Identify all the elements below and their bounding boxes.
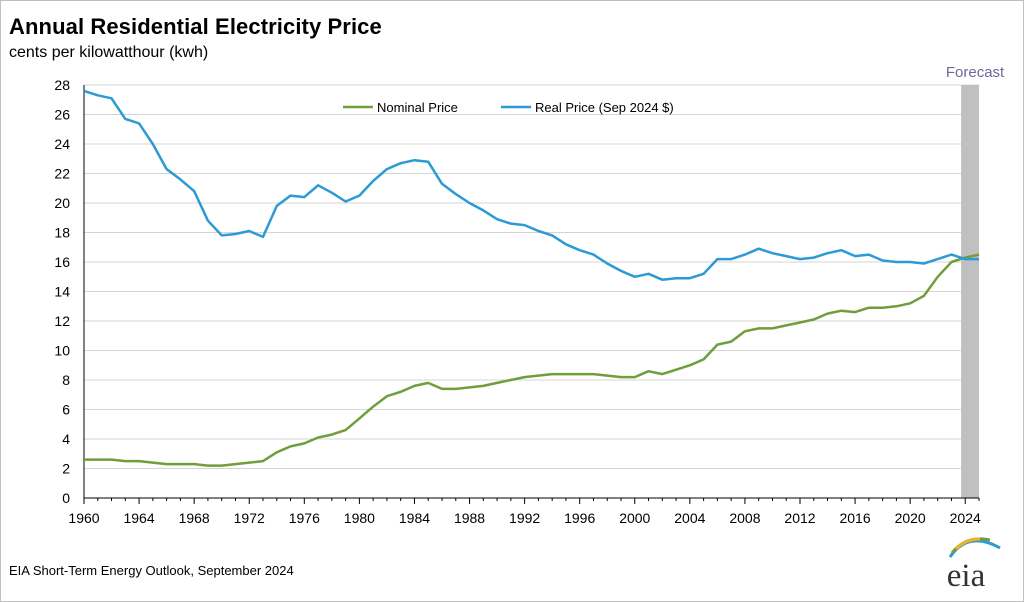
y-tick-label: 0: [62, 490, 70, 506]
eia-logo: eia: [947, 537, 1001, 594]
logo-wordmark: eia: [947, 558, 986, 594]
source-note: EIA Short-Term Energy Outlook, September…: [9, 563, 294, 578]
x-tick-label: 1980: [344, 510, 375, 526]
x-tick-label: 2016: [839, 510, 870, 526]
forecast-label: Forecast: [946, 64, 1005, 81]
y-tick-label: 10: [54, 343, 70, 359]
x-tick-label: 2008: [729, 510, 760, 526]
chart-title: Annual Residential Electricity Price: [9, 14, 382, 39]
y-tick-label: 16: [54, 254, 70, 270]
y-tick-label: 14: [54, 284, 70, 300]
series-line-real: [83, 89, 979, 281]
x-tick-labels: 1960 1964 1968 1972 1976 1980 1984 1988 1992 1996…: [68, 510, 981, 526]
y-tick-label: 24: [54, 136, 70, 152]
y-tick-label: 8: [62, 372, 70, 388]
x-tick-label: 1984: [399, 510, 430, 526]
x-tick-label: 1964: [123, 510, 154, 526]
y-tick-label: 22: [54, 166, 70, 182]
chart-subtitle: cents per kilowatthour (kwh): [9, 44, 209, 61]
data-series: [83, 89, 980, 467]
legend-label-real: Real Price (Sep 2024 $): [535, 100, 674, 115]
legend: Nominal Price Real Price (Sep 2024 $): [343, 100, 674, 115]
x-tick-label: 2020: [895, 510, 926, 526]
x-tick-label: 2012: [784, 510, 815, 526]
y-tick-label: 18: [54, 225, 70, 241]
y-tick-label: 2: [62, 461, 70, 477]
grid-lines: [84, 84, 979, 469]
x-tick-label: 1988: [454, 510, 485, 526]
x-tick-label: 1960: [68, 510, 99, 526]
x-tick-label: 1992: [509, 510, 540, 526]
y-tick-label: 4: [62, 431, 70, 447]
x-tick-label: 2024: [950, 510, 981, 526]
y-tick-label: 20: [54, 195, 70, 211]
series-line-nominal: [84, 253, 980, 467]
x-tick-label: 2000: [619, 510, 650, 526]
y-tick-label: 12: [54, 313, 70, 329]
y-tick-label: 6: [62, 402, 70, 418]
x-tick-label: 1976: [289, 510, 320, 526]
x-tick-label: 2004: [674, 510, 705, 526]
axes: [83, 85, 980, 504]
legend-label-nominal: Nominal Price: [377, 100, 458, 115]
logo-arc-yellow: [954, 537, 981, 551]
forecast-band: [961, 85, 979, 498]
x-tick-label: 1968: [179, 510, 210, 526]
x-tick-label: 1996: [564, 510, 595, 526]
y-tick-label: 26: [54, 107, 70, 123]
x-tick-label: 1972: [234, 510, 265, 526]
y-tick-label: 28: [54, 77, 70, 93]
